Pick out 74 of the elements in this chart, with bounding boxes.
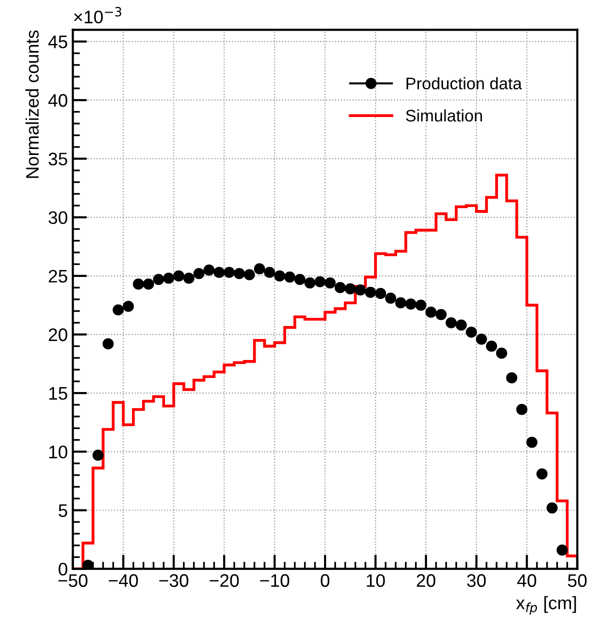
point (132, 278, 144, 290)
point (163, 272, 174, 284)
x-tick-label: −30 (159, 574, 188, 587)
point (456, 320, 467, 331)
x-tick-label: 0 (320, 574, 330, 587)
x-tick-label: −50 (58, 574, 88, 587)
text: ×10$^{−3}$ (74, 6, 122, 24)
legend-label: Simulation (406, 109, 482, 122)
point (526, 436, 538, 448)
point (486, 340, 498, 352)
point (344, 283, 356, 294)
point (193, 268, 205, 280)
point (304, 277, 316, 288)
point (284, 272, 296, 283)
point (375, 288, 386, 300)
y-tick-label: 5 (58, 504, 68, 517)
point (274, 270, 286, 282)
point (173, 270, 184, 282)
point (122, 300, 134, 312)
point (466, 326, 477, 338)
point (334, 282, 346, 294)
point (244, 269, 255, 280)
point (92, 450, 104, 461)
y-tick-label: 15 (49, 387, 68, 400)
y-tick-label: 20 (48, 328, 68, 342)
point (183, 272, 194, 284)
legend-label: Production data (406, 77, 522, 90)
x-tick-label: −20 (210, 574, 239, 587)
point (436, 309, 447, 320)
y-tick-label: 25 (48, 270, 68, 283)
point (446, 317, 457, 328)
point (395, 297, 406, 308)
point (385, 292, 396, 304)
point (102, 338, 114, 350)
point (294, 274, 306, 285)
y-tick-label: 10 (49, 446, 68, 458)
point (142, 278, 154, 290)
point (516, 404, 528, 416)
point (314, 276, 326, 288)
point (264, 266, 276, 278)
point (153, 274, 164, 285)
point (405, 298, 416, 310)
point (324, 277, 336, 288)
point (112, 304, 124, 316)
y-tick-label: 45 (48, 36, 68, 48)
point (354, 284, 366, 296)
point (364, 286, 376, 298)
x-tick-label: −40 (108, 574, 138, 587)
point (415, 300, 426, 311)
x-axis-title: x$_{fp}$ [cm] (516, 596, 576, 615)
point (546, 502, 558, 514)
point (82, 560, 94, 569)
point (224, 266, 235, 278)
x-tick-label: 40 (517, 574, 536, 587)
y-tick-label: 35 (48, 152, 68, 166)
point (254, 263, 266, 274)
x-tick-label: 20 (416, 574, 436, 587)
point (476, 334, 488, 345)
point (203, 264, 215, 276)
x-tick-label: −10 (260, 574, 290, 587)
y-tick-label: 0 (58, 562, 68, 576)
y-tick-label: 40 (48, 94, 68, 107)
point (496, 348, 508, 359)
point (214, 266, 225, 278)
x-tick-label: 30 (467, 574, 486, 587)
x-tick-label: 10 (366, 574, 385, 587)
point (506, 372, 518, 384)
point (556, 544, 568, 556)
point (425, 306, 437, 318)
point (536, 468, 548, 480)
point (234, 268, 245, 280)
y-tick-label: 30 (48, 211, 68, 224)
y-axis-title: Normalized counts (26, 30, 39, 178)
x-tick-label: 50 (568, 574, 587, 587)
